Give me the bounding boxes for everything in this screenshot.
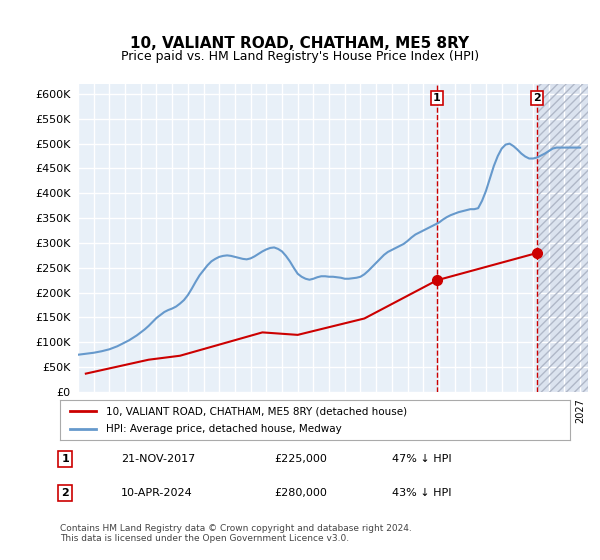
Text: £280,000: £280,000 <box>274 488 327 498</box>
Text: 21-NOV-2017: 21-NOV-2017 <box>121 454 196 464</box>
Text: 43% ↓ HPI: 43% ↓ HPI <box>392 488 451 498</box>
Bar <box>538 84 588 392</box>
Text: 2: 2 <box>533 93 541 103</box>
Text: 1: 1 <box>61 454 69 464</box>
Text: 1: 1 <box>433 93 441 103</box>
Text: 2: 2 <box>61 488 69 498</box>
Text: £225,000: £225,000 <box>274 454 327 464</box>
Text: 47% ↓ HPI: 47% ↓ HPI <box>392 454 451 464</box>
Bar <box>538 84 588 392</box>
Text: Contains HM Land Registry data © Crown copyright and database right 2024.
This d: Contains HM Land Registry data © Crown c… <box>60 524 412 543</box>
Text: 10, VALIANT ROAD, CHATHAM, ME5 8RY (detached house): 10, VALIANT ROAD, CHATHAM, ME5 8RY (deta… <box>106 407 407 417</box>
Text: Price paid vs. HM Land Registry's House Price Index (HPI): Price paid vs. HM Land Registry's House … <box>121 50 479 63</box>
Text: 10, VALIANT ROAD, CHATHAM, ME5 8RY: 10, VALIANT ROAD, CHATHAM, ME5 8RY <box>130 36 470 52</box>
Text: HPI: Average price, detached house, Medway: HPI: Average price, detached house, Medw… <box>106 423 341 433</box>
Text: 10-APR-2024: 10-APR-2024 <box>121 488 193 498</box>
